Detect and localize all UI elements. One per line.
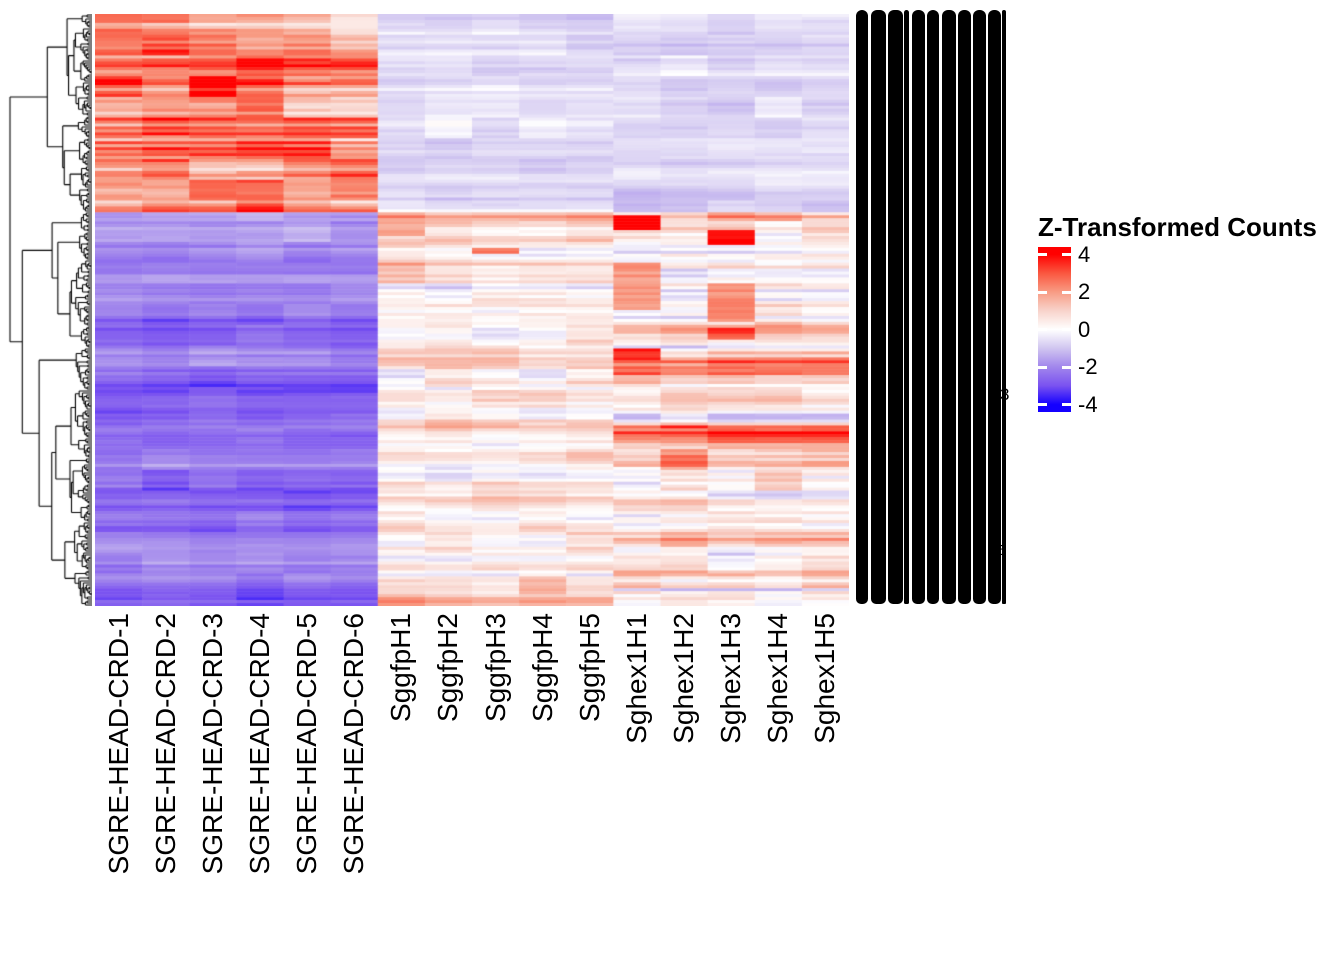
legend-tick-mark <box>1038 403 1047 406</box>
legend-tick-mark <box>1062 328 1071 331</box>
column-label-SGRE-HEAD-CRD-2: SGRE-HEAD-CRD-2 <box>149 613 181 875</box>
column-label-SggfpH1: SggfpH1 <box>385 613 417 722</box>
column-label-SggfpH2: SggfpH2 <box>432 613 464 722</box>
column-label-Sghex1H3: Sghex1H3 <box>715 613 747 744</box>
legend-title: Z-Transformed Counts <box>1038 212 1317 242</box>
row-labels-overlapped-bar <box>942 10 956 604</box>
column-label-Sghex1H5: Sghex1H5 <box>809 613 841 744</box>
row-labels-overlapped-bar <box>973 10 986 604</box>
heatmap-matrix <box>95 14 849 606</box>
row-labels-overlapped-bar <box>958 10 971 604</box>
column-label-Sghex1H2: Sghex1H2 <box>668 613 700 744</box>
row-labels-overlapped-bar <box>988 10 1001 604</box>
legend-tick-mark <box>1062 290 1071 294</box>
row-labels-overlapped-bar <box>912 10 925 604</box>
legend-tick-label: 2 <box>1078 279 1091 304</box>
row-labels-overlapped-bar <box>871 10 886 604</box>
legend-tick-mark <box>1038 290 1047 294</box>
legend-tick-mark <box>1062 365 1071 369</box>
legend-tick-label: 4 <box>1078 241 1091 267</box>
row-labels-overlapped-bar <box>856 10 868 604</box>
row-labels-overlapped-bar <box>904 10 909 604</box>
legend-tick-mark <box>1062 253 1071 256</box>
column-label-SGRE-HEAD-CRD-5: SGRE-HEAD-CRD-5 <box>291 613 323 875</box>
legend-tick-label: 0 <box>1078 316 1091 342</box>
column-label-SGRE-HEAD-CRD-1: SGRE-HEAD-CRD-1 <box>102 613 134 875</box>
legend-tick-mark <box>1038 328 1047 331</box>
column-label-SggfpH5: SggfpH5 <box>573 613 605 722</box>
row-label-fragment: 5 <box>997 542 1006 559</box>
legend-tick-mark <box>1038 365 1047 369</box>
column-label-SGRE-HEAD-CRD-6: SGRE-HEAD-CRD-6 <box>338 613 370 875</box>
column-label-Sghex1H4: Sghex1H4 <box>762 613 794 744</box>
column-label-SGRE-HEAD-CRD-4: SGRE-HEAD-CRD-4 <box>243 613 275 875</box>
row-labels-overlapped-bar <box>1002 10 1006 604</box>
column-label-SggfpH3: SggfpH3 <box>479 613 511 722</box>
legend-tick-mark <box>1038 253 1047 256</box>
row-labels-overlapped-bar <box>888 10 903 604</box>
legend-tick-mark <box>1062 403 1071 406</box>
column-label-Sghex1H1: Sghex1H1 <box>620 613 652 744</box>
row-dendrogram <box>6 14 92 606</box>
legend-tick-label: -4 <box>1078 391 1098 417</box>
column-label-SggfpH4: SggfpH4 <box>526 613 558 722</box>
row-labels-overlapped-bar <box>927 10 939 604</box>
row-label-fragment: 3 <box>1000 385 1010 404</box>
legend-tick-label: -2 <box>1078 354 1098 379</box>
column-label-SGRE-HEAD-CRD-3: SGRE-HEAD-CRD-3 <box>196 613 228 875</box>
